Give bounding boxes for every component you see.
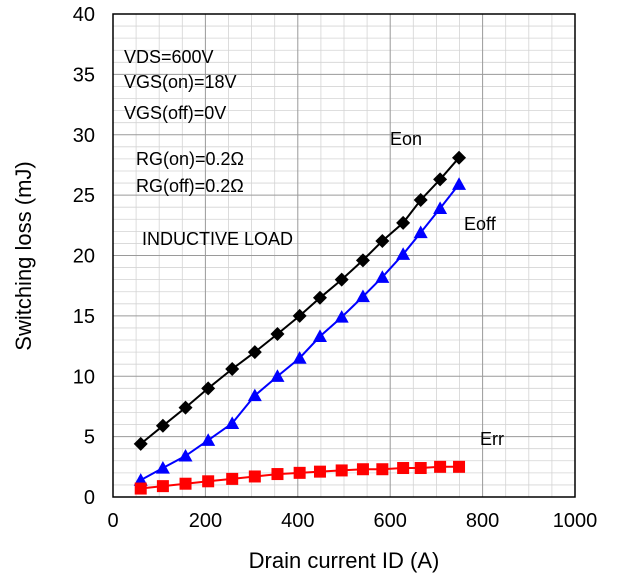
x-axis-tick-labels: 0 200 400 600 800 1000 bbox=[107, 510, 597, 532]
data-point-eoff bbox=[355, 289, 370, 303]
data-point-eon bbox=[396, 215, 411, 230]
data-point-err bbox=[453, 460, 466, 473]
data-point-eon bbox=[292, 308, 307, 323]
data-point-err bbox=[202, 475, 215, 488]
x-axis-title: Drain current ID (A) bbox=[249, 548, 440, 573]
data-point-eon bbox=[155, 418, 170, 433]
data-point-eoff bbox=[433, 201, 448, 215]
y-tick-label: 0 bbox=[84, 487, 95, 509]
data-point-eoff bbox=[396, 247, 411, 260]
data-point-eoff bbox=[247, 388, 262, 402]
data-point-eon bbox=[133, 436, 148, 451]
data-point-err bbox=[134, 482, 147, 495]
test-conditions-annotation: VDS=600V VGS(on)=18V VGS(off)=0V RG(on)=… bbox=[124, 47, 293, 249]
data-point-err bbox=[271, 468, 284, 481]
plot-area-frame bbox=[112, 13, 576, 498]
data-point-eon bbox=[452, 150, 467, 165]
data-point-eon bbox=[225, 362, 240, 377]
data-point-err bbox=[179, 477, 192, 490]
data-point-err bbox=[335, 464, 348, 477]
data-point-eoff bbox=[413, 225, 428, 239]
data-point-err bbox=[313, 465, 326, 478]
series-line-eoff bbox=[140, 183, 460, 481]
y-tick-label: 25 bbox=[73, 185, 95, 207]
data-point-eoff bbox=[312, 329, 327, 343]
annotation-rg-off: RG(off)=0.2Ω bbox=[136, 176, 244, 196]
data-series bbox=[133, 150, 467, 495]
y-tick-label: 15 bbox=[73, 306, 95, 328]
y-tick-label: 10 bbox=[73, 366, 95, 388]
data-point-eon bbox=[247, 345, 262, 360]
data-point-eon bbox=[375, 234, 390, 249]
series-label-eon: Eon bbox=[390, 129, 422, 149]
x-tick-label: 1000 bbox=[553, 510, 598, 532]
annotation-vgs-off: VGS(off)=0V bbox=[124, 103, 226, 123]
data-point-eon bbox=[201, 381, 216, 396]
y-tick-label: 30 bbox=[73, 125, 95, 147]
data-point-eoff bbox=[178, 448, 193, 462]
x-tick-label: 0 bbox=[107, 510, 118, 532]
x-tick-label: 200 bbox=[189, 510, 222, 532]
series-label-err: Err bbox=[480, 429, 504, 449]
x-tick-label: 600 bbox=[374, 510, 407, 532]
data-point-eoff bbox=[270, 369, 285, 382]
y-tick-label: 20 bbox=[73, 246, 95, 268]
data-point-err bbox=[376, 463, 389, 476]
data-point-eoff bbox=[225, 416, 240, 429]
data-point-eon bbox=[334, 272, 349, 287]
series-line-eon bbox=[140, 157, 460, 445]
data-point-eoff bbox=[334, 310, 349, 323]
data-point-eoff bbox=[133, 473, 148, 486]
data-point-err bbox=[356, 463, 369, 476]
data-point-err bbox=[293, 466, 306, 479]
data-point-eoff bbox=[375, 270, 390, 283]
series-eon bbox=[133, 150, 467, 451]
y-tick-label: 5 bbox=[84, 427, 95, 449]
data-point-eon bbox=[413, 192, 428, 207]
data-point-err bbox=[226, 472, 239, 485]
x-tick-label: 800 bbox=[466, 510, 499, 532]
data-point-eon bbox=[178, 400, 193, 415]
y-axis-title: Switching loss (mJ) bbox=[11, 161, 36, 350]
series-eoff bbox=[133, 177, 467, 486]
data-point-eoff bbox=[292, 351, 307, 364]
data-point-err bbox=[434, 460, 447, 473]
series-line-err bbox=[140, 465, 459, 490]
y-tick-label: 40 bbox=[73, 4, 95, 26]
data-point-eoff bbox=[452, 177, 467, 190]
data-point-err bbox=[414, 462, 427, 475]
data-point-eon bbox=[270, 326, 285, 341]
annotation-inductive-load: INDUCTIVE LOAD bbox=[142, 229, 293, 249]
series-err bbox=[134, 460, 466, 495]
data-point-err bbox=[156, 480, 169, 493]
annotation-rg-on: RG(on)=0.2Ω bbox=[136, 149, 244, 169]
data-point-eon bbox=[433, 172, 448, 187]
data-point-eoff bbox=[201, 433, 216, 446]
data-point-err bbox=[397, 462, 410, 475]
y-tick-label: 35 bbox=[73, 64, 95, 86]
annotation-vgs-on: VGS(on)=18V bbox=[124, 72, 237, 92]
x-tick-label: 400 bbox=[281, 510, 314, 532]
data-point-eon bbox=[355, 253, 370, 268]
y-axis-tick-labels: 0 5 10 15 20 25 30 35 40 bbox=[73, 4, 95, 509]
data-point-eon bbox=[312, 290, 327, 305]
data-point-err bbox=[248, 470, 261, 483]
data-point-eoff bbox=[155, 461, 170, 474]
series-label-eoff: Eoff bbox=[464, 214, 497, 234]
annotation-vds: VDS=600V bbox=[124, 47, 214, 67]
